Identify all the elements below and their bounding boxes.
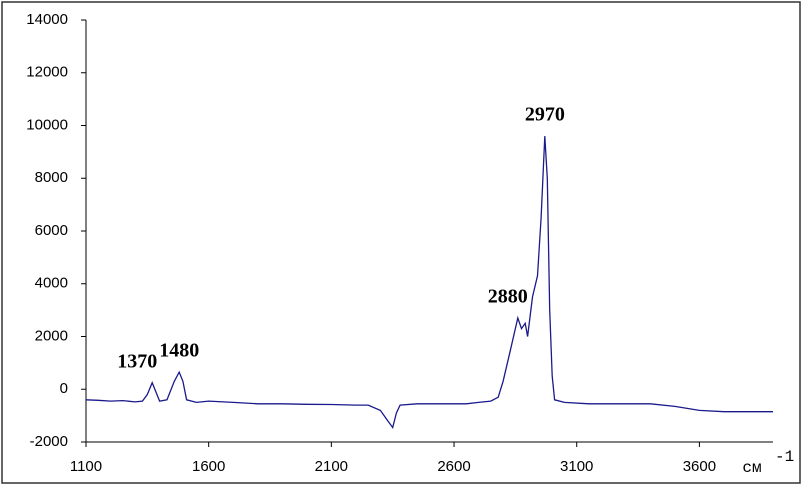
x-tick-label: 2100 (315, 458, 348, 475)
spectrum-line (85, 136, 773, 429)
peak-annotation: 1480 (159, 340, 199, 362)
x-axis-unit: см (742, 459, 761, 477)
y-tick-label: 6000 (35, 222, 68, 239)
x-tick-label: 3100 (560, 458, 593, 475)
y-tick-label: 10000 (26, 116, 68, 133)
y-tick-label: 4000 (35, 275, 68, 292)
x-axis-unit-sup: -1 (775, 448, 794, 466)
y-tick-label: 8000 (35, 169, 68, 186)
peak-annotation: 2880 (488, 286, 528, 308)
x-tick-label: 2600 (437, 458, 470, 475)
y-tick-label: 12000 (26, 64, 68, 81)
y-tick-label: -2000 (30, 433, 68, 450)
frame (1, 1, 801, 484)
peak-annotation: 2970 (525, 104, 565, 126)
y-tick-label: 14000 (26, 11, 68, 28)
y-tick-label: 0 (60, 380, 68, 397)
x-tick-label: 1100 (70, 458, 102, 475)
y-tick-label: 2000 (35, 327, 68, 344)
peak-annotation: 1370 (117, 350, 157, 372)
x-tick-label: 3600 (683, 458, 716, 475)
x-tick-label: 1600 (192, 458, 225, 475)
